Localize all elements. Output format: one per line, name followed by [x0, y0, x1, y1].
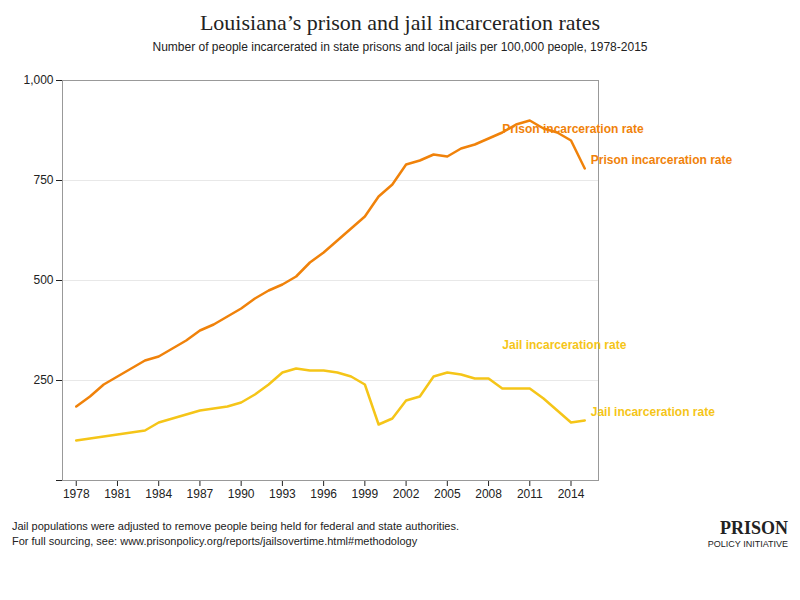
svg-text:2005: 2005: [434, 487, 461, 501]
svg-text:750: 750: [33, 173, 53, 187]
html-text:Number of people incarcerated: Number of people incarcerated in state p…: [152, 40, 648, 54]
svg-text:250: 250: [33, 373, 53, 387]
svg-text:Prison incarceration rate: Prison incarceration rate: [591, 153, 733, 167]
html-text:PRISON: PRISON: [720, 518, 788, 538]
svg-text:2002: 2002: [393, 487, 420, 501]
html-text:POLICY INITIATIVE: POLICY INITIATIVE: [707, 538, 788, 549]
svg-text:500: 500: [33, 273, 53, 287]
html-text:Louisiana’s prison and jail in: Louisiana’s prison and jail incarceratio…: [199, 10, 601, 35]
svg-text:2014: 2014: [558, 487, 585, 501]
svg-text:1996: 1996: [310, 487, 337, 501]
svg-text:2008: 2008: [475, 487, 502, 501]
html-text:For full sourcing, see: www.pr: For full sourcing, see: www.prisonpolicy…: [12, 535, 418, 547]
svg-text:1981: 1981: [104, 487, 131, 501]
svg-text:1984: 1984: [145, 487, 172, 501]
svg-text:1993: 1993: [269, 487, 296, 501]
svg-text:Jail incarceration rate: Jail incarceration rate: [502, 338, 626, 352]
svg-text:1978: 1978: [63, 487, 90, 501]
svg-text:1990: 1990: [228, 487, 255, 501]
svg-text:2011: 2011: [517, 487, 543, 501]
svg-text:1987: 1987: [187, 487, 214, 501]
svg-text:1999: 1999: [352, 487, 379, 501]
svg-text:Jail incarceration rate: Jail incarceration rate: [591, 405, 715, 419]
svg-text:Prison incarceration rate: Prison incarceration rate: [502, 122, 644, 136]
html-text:Jail populations were adjusted: Jail populations were adjusted to remove…: [12, 520, 459, 533]
svg-text:1,000: 1,000: [23, 73, 53, 87]
